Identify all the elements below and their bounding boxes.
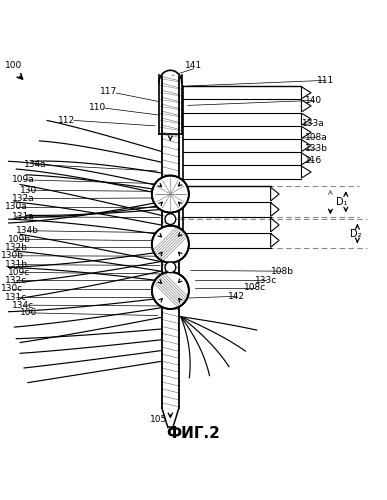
Text: 131a: 131a xyxy=(12,212,35,222)
Polygon shape xyxy=(271,218,279,232)
Text: 130a: 130a xyxy=(5,202,27,211)
Text: 131c: 131c xyxy=(5,292,27,302)
Polygon shape xyxy=(301,87,311,99)
Text: 130c: 130c xyxy=(1,284,23,293)
Text: 130: 130 xyxy=(20,186,37,194)
Circle shape xyxy=(152,272,189,309)
Text: 133b: 133b xyxy=(305,144,328,154)
Text: 112: 112 xyxy=(58,116,75,124)
Text: D₁: D₁ xyxy=(336,197,348,207)
Polygon shape xyxy=(162,408,179,428)
Circle shape xyxy=(152,226,189,262)
Text: 108a: 108a xyxy=(305,132,328,141)
Text: 109a: 109a xyxy=(12,176,35,184)
Text: 140: 140 xyxy=(305,96,322,105)
Text: 134a: 134a xyxy=(24,160,46,169)
Text: 109b: 109b xyxy=(9,234,31,244)
Polygon shape xyxy=(301,126,311,138)
Text: 117: 117 xyxy=(100,88,117,96)
Text: 109c: 109c xyxy=(9,268,31,277)
Text: 131b: 131b xyxy=(5,260,27,269)
Polygon shape xyxy=(301,100,311,112)
Polygon shape xyxy=(301,113,311,125)
Text: 116: 116 xyxy=(305,156,323,165)
Text: 133a: 133a xyxy=(301,119,324,128)
Text: 132c: 132c xyxy=(5,276,27,284)
Text: 110: 110 xyxy=(89,103,106,112)
Text: 134c: 134c xyxy=(12,300,34,310)
Polygon shape xyxy=(301,140,311,151)
Text: 133c: 133c xyxy=(255,276,277,284)
Text: ФИГ.2: ФИГ.2 xyxy=(166,426,221,440)
Polygon shape xyxy=(159,70,182,83)
Circle shape xyxy=(152,176,189,212)
Polygon shape xyxy=(271,234,279,247)
Circle shape xyxy=(165,262,176,273)
Text: 132a: 132a xyxy=(12,194,35,203)
Polygon shape xyxy=(183,186,271,248)
Text: 141: 141 xyxy=(185,61,202,70)
Text: 100: 100 xyxy=(5,61,22,70)
Polygon shape xyxy=(271,187,279,201)
Polygon shape xyxy=(271,202,279,216)
Polygon shape xyxy=(301,153,311,165)
Text: 132b: 132b xyxy=(5,243,27,252)
Text: 130b: 130b xyxy=(1,252,24,260)
Polygon shape xyxy=(183,86,301,178)
Text: 134b: 134b xyxy=(16,226,39,235)
Text: 142: 142 xyxy=(228,292,245,301)
Polygon shape xyxy=(162,76,179,408)
Text: 105: 105 xyxy=(150,415,168,424)
Text: 106: 106 xyxy=(20,308,37,318)
Text: 108c: 108c xyxy=(244,284,266,292)
Text: 108b: 108b xyxy=(271,266,294,276)
Text: 111: 111 xyxy=(317,76,334,85)
Circle shape xyxy=(165,214,176,224)
Polygon shape xyxy=(301,166,311,178)
Text: D₂: D₂ xyxy=(350,228,361,238)
